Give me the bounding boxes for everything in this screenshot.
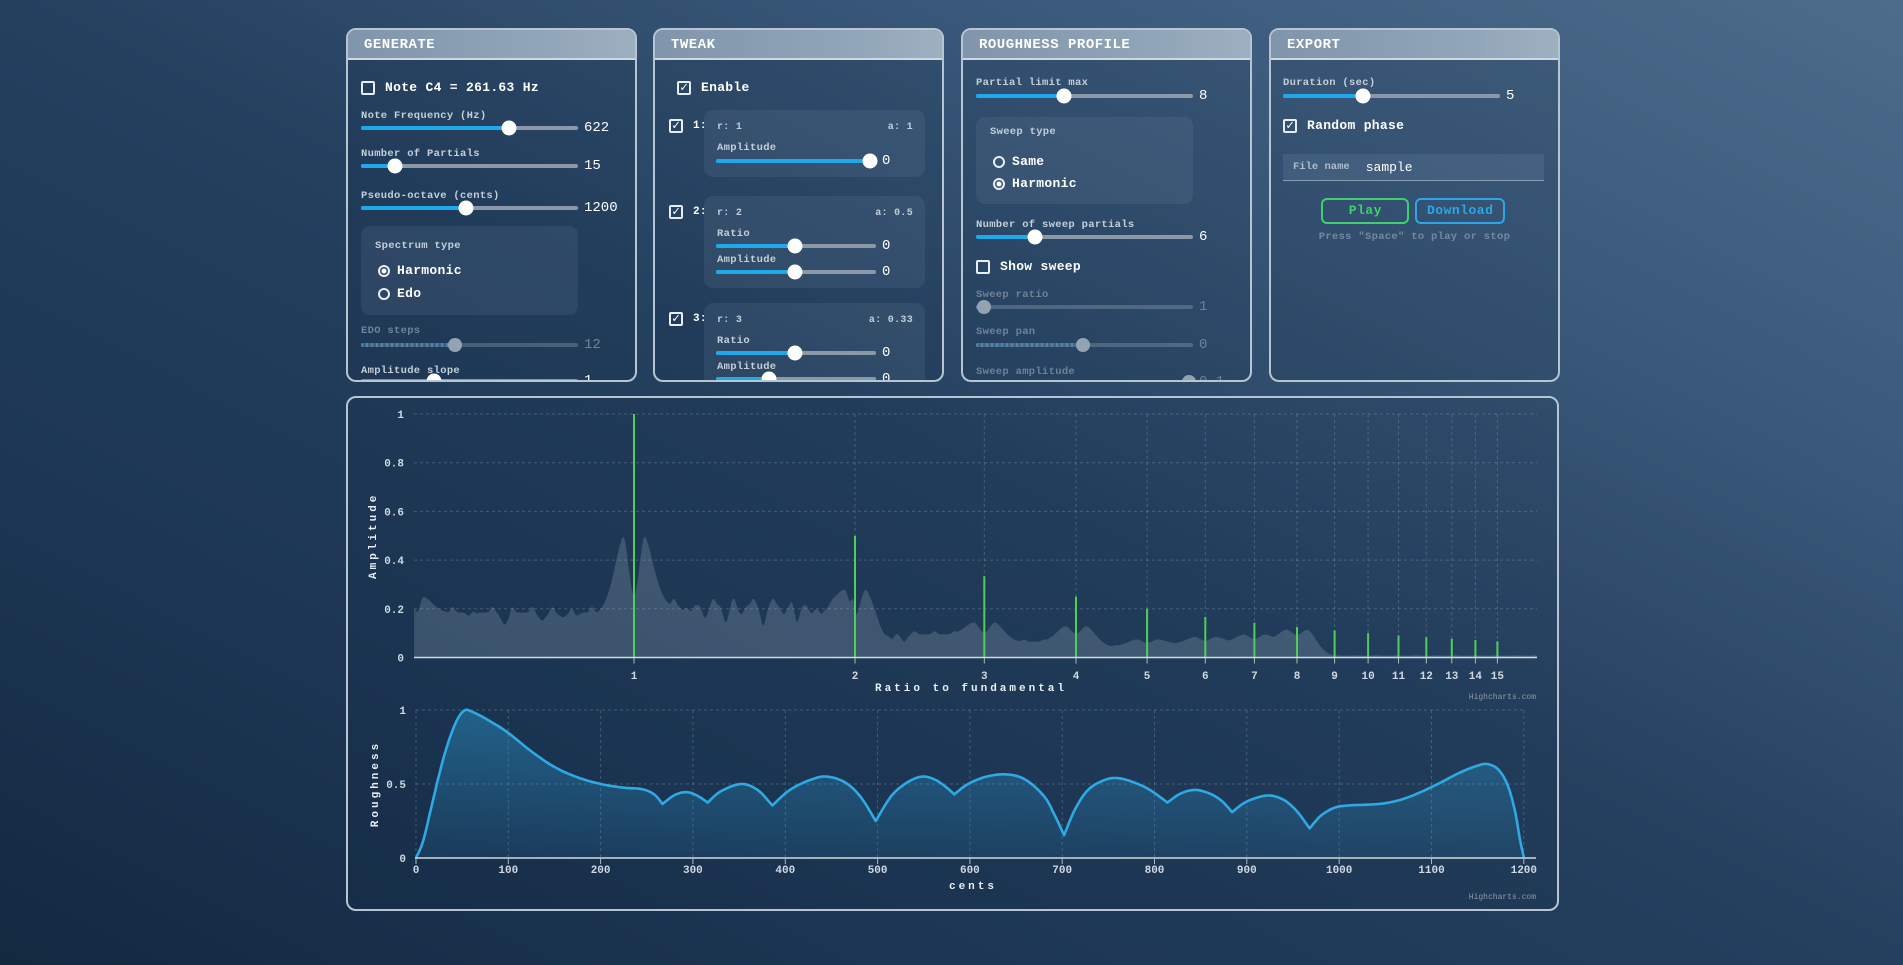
svg-text:9: 9 xyxy=(1331,671,1338,683)
svg-text:500: 500 xyxy=(868,865,888,877)
svg-text:0.8: 0.8 xyxy=(384,459,404,471)
svg-text:11: 11 xyxy=(1392,671,1406,683)
svg-text:5: 5 xyxy=(1144,671,1151,683)
svg-text:0: 0 xyxy=(397,654,404,666)
svg-text:Ratio to fundamental: Ratio to fundamental xyxy=(875,683,1067,695)
svg-text:0.5: 0.5 xyxy=(386,780,406,792)
svg-text:14: 14 xyxy=(1469,671,1483,683)
svg-text:0: 0 xyxy=(413,865,420,877)
svg-text:0.6: 0.6 xyxy=(384,507,404,519)
svg-text:200: 200 xyxy=(591,865,611,877)
svg-text:Highcharts.com: Highcharts.com xyxy=(1469,893,1536,902)
svg-text:800: 800 xyxy=(1145,865,1165,877)
svg-text:1000: 1000 xyxy=(1326,865,1352,877)
svg-text:0.2: 0.2 xyxy=(384,605,404,617)
svg-text:0.4: 0.4 xyxy=(384,556,404,568)
svg-text:6: 6 xyxy=(1202,671,1209,683)
svg-text:2: 2 xyxy=(852,671,859,683)
svg-text:1100: 1100 xyxy=(1418,865,1444,877)
svg-text:400: 400 xyxy=(775,865,795,877)
svg-text:Roughness: Roughness xyxy=(370,741,382,827)
svg-text:3: 3 xyxy=(981,671,988,683)
svg-text:13: 13 xyxy=(1445,671,1459,683)
svg-text:1200: 1200 xyxy=(1511,865,1537,877)
svg-text:cents: cents xyxy=(949,881,997,893)
svg-text:100: 100 xyxy=(498,865,518,877)
svg-text:10: 10 xyxy=(1361,671,1374,683)
svg-text:Highcharts.com: Highcharts.com xyxy=(1469,693,1536,702)
svg-text:300: 300 xyxy=(683,865,703,877)
svg-text:700: 700 xyxy=(1052,865,1072,877)
svg-text:1: 1 xyxy=(397,410,404,422)
svg-text:600: 600 xyxy=(960,865,980,877)
svg-text:1: 1 xyxy=(399,706,406,718)
svg-text:4: 4 xyxy=(1073,671,1080,683)
svg-text:1: 1 xyxy=(631,671,638,683)
svg-text:7: 7 xyxy=(1251,671,1258,683)
svg-text:900: 900 xyxy=(1237,865,1257,877)
svg-text:Amplitude: Amplitude xyxy=(368,493,380,579)
svg-text:15: 15 xyxy=(1491,671,1505,683)
svg-text:12: 12 xyxy=(1420,671,1433,683)
svg-text:0: 0 xyxy=(399,854,406,866)
svg-text:8: 8 xyxy=(1294,671,1301,683)
